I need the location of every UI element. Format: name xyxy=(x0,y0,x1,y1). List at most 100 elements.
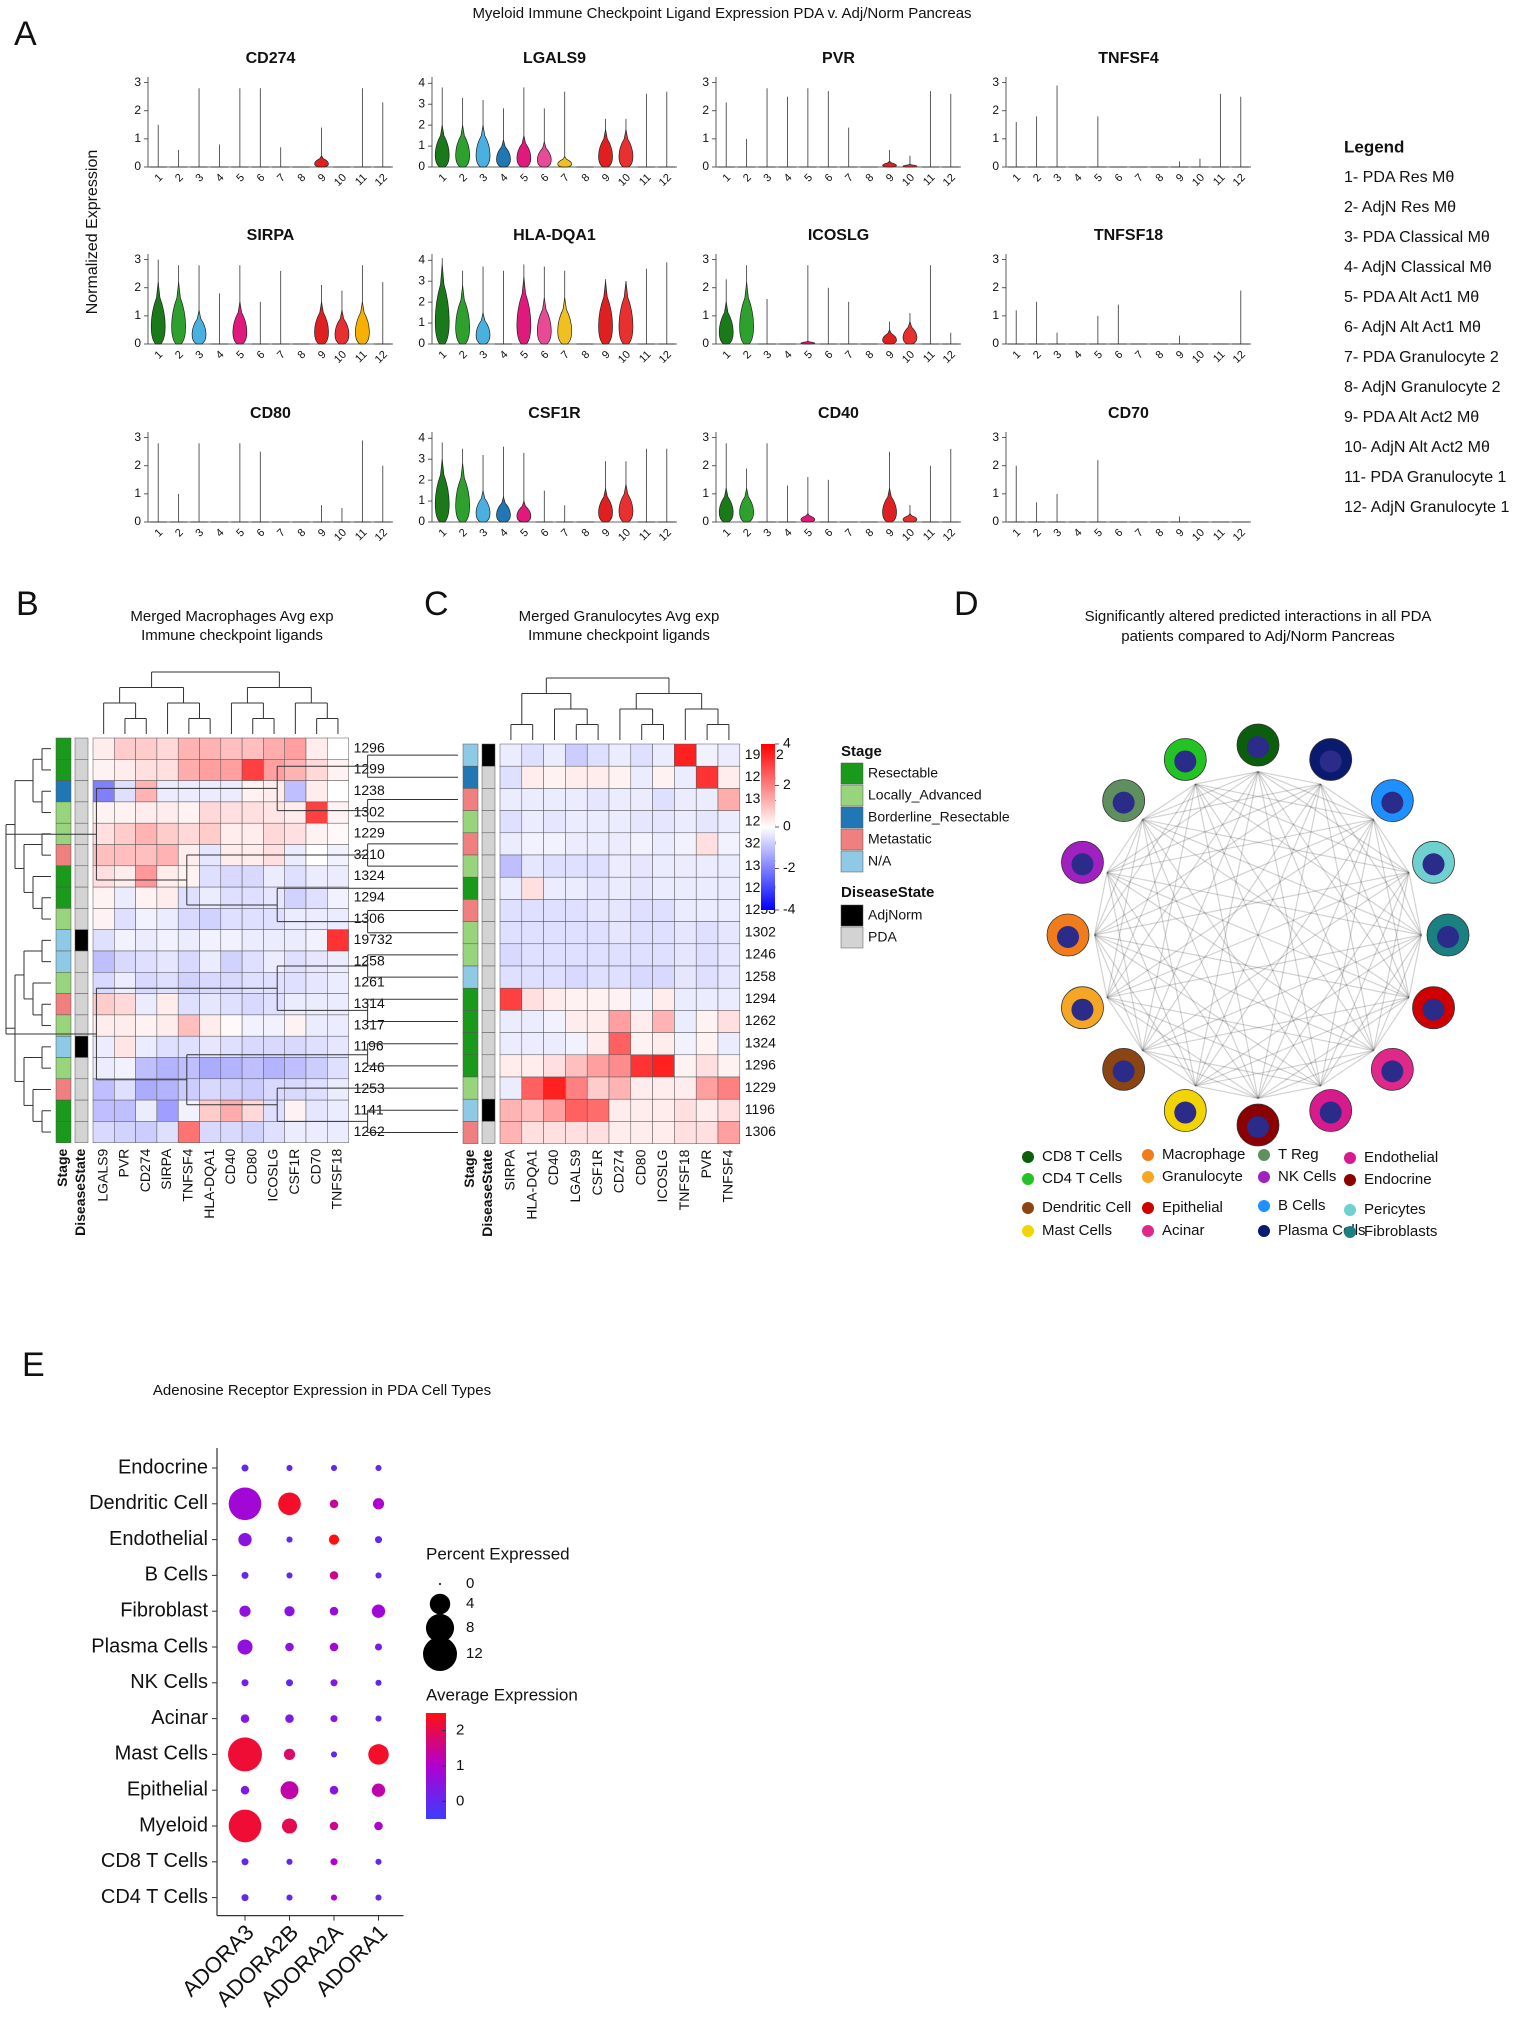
heatmap-cell xyxy=(135,972,158,994)
colorbar-tick-label: 2 xyxy=(456,1722,464,1739)
heatmap-cell xyxy=(305,972,328,994)
heatmap-cell xyxy=(608,1076,632,1100)
heatmap-cell xyxy=(177,737,200,760)
colorbar-tick-label: -4 xyxy=(783,901,796,917)
plot-title: ICOSLG xyxy=(808,227,869,244)
heatmap-cell xyxy=(327,759,349,781)
heatmap-cell xyxy=(156,993,179,1016)
x-tick-label: 12 xyxy=(941,527,958,544)
row-label: 1314 xyxy=(354,995,385,1011)
heatmap-cell xyxy=(652,854,675,878)
y-tick-label: 0 xyxy=(702,514,709,528)
violin-body xyxy=(536,297,552,345)
colorbar-tick-label: -2 xyxy=(783,859,796,875)
x-tick-label: 3 xyxy=(193,527,206,540)
heatmap-cell xyxy=(135,929,158,952)
heatmap-cell xyxy=(263,950,285,973)
x-tick-label: 9 xyxy=(600,349,613,362)
disease-state-cell xyxy=(74,759,89,781)
dot xyxy=(329,1821,339,1831)
interaction-edge xyxy=(1141,771,1259,1051)
y-tick-label: 0 xyxy=(992,159,999,173)
heatmap-cell xyxy=(608,1098,632,1122)
disease-state-cell xyxy=(481,899,496,922)
heatmap-cell xyxy=(177,1121,200,1143)
column-label: ICOSLG xyxy=(265,1149,281,1202)
annotation-label: DiseaseState xyxy=(479,1149,495,1236)
y-tick-label: 2 xyxy=(134,103,141,117)
interaction-edge xyxy=(1320,1050,1374,1087)
heatmap-cell xyxy=(92,1099,115,1122)
x-tick-label: 8 xyxy=(863,349,876,362)
y-tick-label: 3 xyxy=(134,430,141,444)
stage-cell xyxy=(462,832,479,856)
cell-nucleus xyxy=(1247,736,1269,758)
heatmap-cell xyxy=(521,965,544,989)
violin-body xyxy=(718,488,734,523)
row-label: 1246 xyxy=(745,946,776,962)
heatmap-cell xyxy=(156,908,179,930)
violin-body xyxy=(516,135,532,168)
heatmap-cell xyxy=(220,1099,243,1122)
disease-state-cell xyxy=(74,1099,89,1122)
column-label: SIRPA xyxy=(158,1148,174,1190)
interaction-edge xyxy=(1094,934,1374,1052)
cell-nucleus xyxy=(1057,926,1079,948)
heatmap-cell xyxy=(674,1032,697,1056)
x-tick-label: 10 xyxy=(616,349,633,366)
heatmap-cell xyxy=(199,780,222,803)
interaction-edge xyxy=(1106,871,1410,999)
disease-state-cell xyxy=(74,929,89,952)
interaction-edge xyxy=(1195,934,1422,1087)
heatmap-cell xyxy=(263,801,285,824)
heatmap-cell xyxy=(521,1054,544,1078)
violin-body xyxy=(902,320,918,345)
y-tick-label: 1 xyxy=(418,138,425,152)
dot xyxy=(228,1487,262,1521)
x-tick-label: 7 xyxy=(843,527,856,540)
x-tick-label: 5 xyxy=(802,527,815,540)
heatmap-cell xyxy=(199,1057,222,1080)
y-tick-label: 2 xyxy=(702,458,709,472)
column-label: CD274 xyxy=(611,1149,627,1193)
legend-entry: B Cells xyxy=(1278,1197,1326,1214)
interaction-edge xyxy=(1141,783,1322,1051)
y-tick-label: 2 xyxy=(134,458,141,472)
heatmap-cell xyxy=(565,1010,588,1033)
x-tick-label: 4 xyxy=(782,172,795,185)
column-label: HLA-DQA1 xyxy=(201,1148,217,1218)
heatmap-cell xyxy=(674,987,697,1011)
heatmap-cell xyxy=(92,908,115,930)
violin-body xyxy=(557,155,573,168)
y-tick-label: 2 xyxy=(418,472,425,486)
x-tick-label: 12 xyxy=(1231,527,1248,544)
heatmap-cell xyxy=(241,1121,264,1143)
x-tick-label: 1 xyxy=(721,172,734,185)
cell-nucleus xyxy=(1319,750,1342,773)
x-tick-label: 8 xyxy=(295,172,308,185)
annotation-label: Stage xyxy=(461,1149,477,1187)
legend-dot xyxy=(1344,1226,1356,1238)
y-tick-label: 1 xyxy=(702,308,709,322)
heatmap-cell xyxy=(156,1099,179,1122)
heatmap-cell xyxy=(565,921,588,945)
legend-entry: Locally_Advanced xyxy=(868,787,982,803)
x-tick-label: 8 xyxy=(1153,172,1166,185)
x-tick-label: 4 xyxy=(214,527,227,540)
y-tick-label: 0 xyxy=(418,336,425,350)
violin-body xyxy=(150,282,166,345)
heatmap-cell xyxy=(521,943,544,967)
x-tick-label: 6 xyxy=(539,172,552,185)
x-tick-label: 12 xyxy=(1231,172,1248,189)
violin-body xyxy=(618,129,634,168)
heatmap-cell xyxy=(284,1099,307,1122)
y-tick-label: Endothelial xyxy=(109,1528,208,1550)
violin-body xyxy=(171,282,186,345)
legend-entry: CD8 T Cells xyxy=(1042,1148,1122,1165)
heatmap-cell xyxy=(608,921,632,945)
heatmap-cell xyxy=(717,1098,741,1122)
heatmap-cell xyxy=(652,1054,675,1078)
heatmap-cell xyxy=(695,810,719,834)
legend-entry: 12- AdjN Granulocyte 1 xyxy=(1344,499,1510,516)
annotation-label: Stage xyxy=(54,1148,70,1186)
